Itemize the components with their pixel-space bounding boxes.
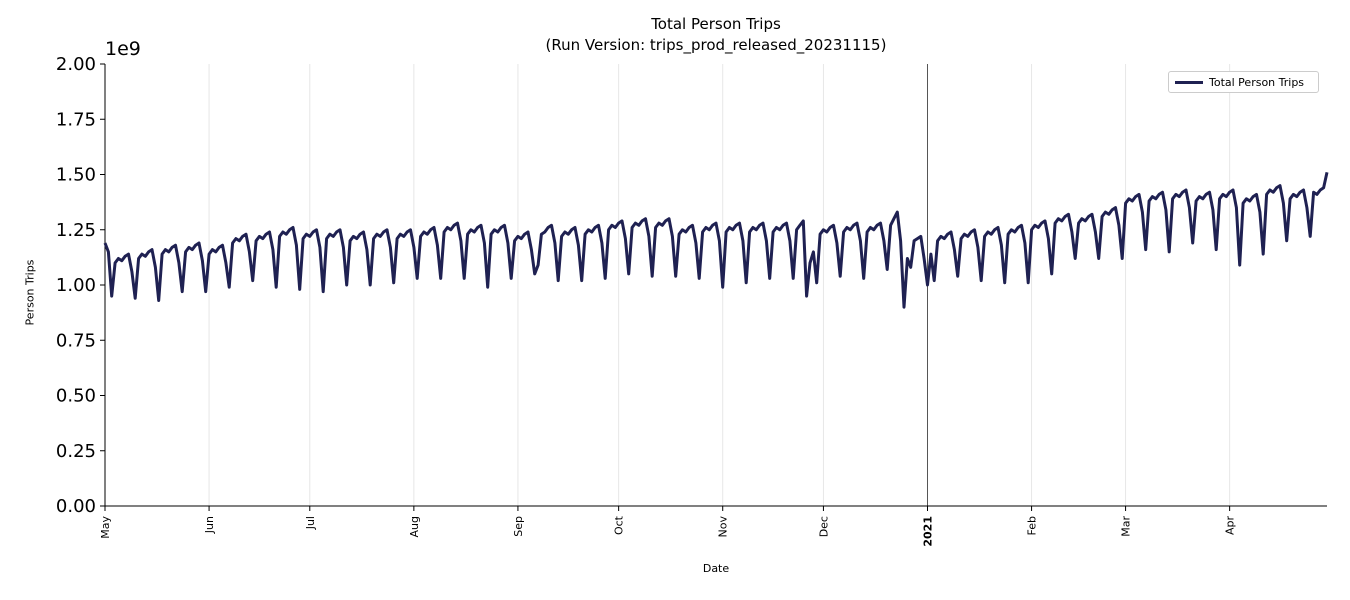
- x-tick-label: Oct: [613, 515, 626, 535]
- y-tick-label: 2.00: [56, 54, 96, 75]
- x-tick-label: 2021: [922, 516, 935, 547]
- y-axis-label: Person Trips: [23, 259, 37, 326]
- y-tick-label: 1.25: [56, 220, 96, 241]
- x-tick-label: Feb: [1026, 516, 1039, 535]
- legend-swatch: [1175, 80, 1203, 84]
- grid: [104, 64, 1231, 506]
- y-axis: 0.00 0.25 0.50 0.75 1.00 1.25 1.50 1.75 2.00: [56, 54, 106, 517]
- x-tick-label: May: [99, 516, 112, 539]
- y-offset-label: 1e9: [105, 38, 141, 60]
- y-tick-label: 1.75: [56, 109, 96, 130]
- x-axis: May Jun Jul Aug Sep Oct Nov Dec 2021 Feb Mar Apr: [99, 505, 1327, 547]
- y-tick-label: 1.50: [56, 165, 96, 186]
- x-tick-label: Nov: [717, 516, 730, 538]
- legend: Total Person Trips: [1168, 71, 1319, 93]
- y-tick-label: 0.75: [56, 330, 96, 351]
- x-tick-label: Sep: [512, 516, 525, 537]
- x-tick-label: Jul: [304, 516, 317, 530]
- chart-subtitle: (Run Version: trips_prod_released_202311…: [545, 36, 887, 54]
- x-tick-label: Apr: [1224, 516, 1237, 536]
- series-line-total-person-trips: [103, 171, 1329, 309]
- chart-title: Total Person Trips: [651, 15, 781, 33]
- x-axis-label: Date: [702, 562, 730, 575]
- y-tick-label: 0.50: [56, 386, 96, 407]
- y-tick-label: 1.00: [56, 275, 96, 296]
- x-tick-label: Jun: [203, 516, 216, 534]
- x-tick-label: Mar: [1120, 516, 1133, 537]
- x-tick-label: Aug: [408, 516, 421, 537]
- legend-label: Total Person Trips: [1209, 75, 1305, 89]
- x-tick-label: Dec: [817, 516, 830, 537]
- y-tick-label: 0.25: [56, 441, 96, 462]
- y-tick-label: 0.00: [56, 496, 96, 517]
